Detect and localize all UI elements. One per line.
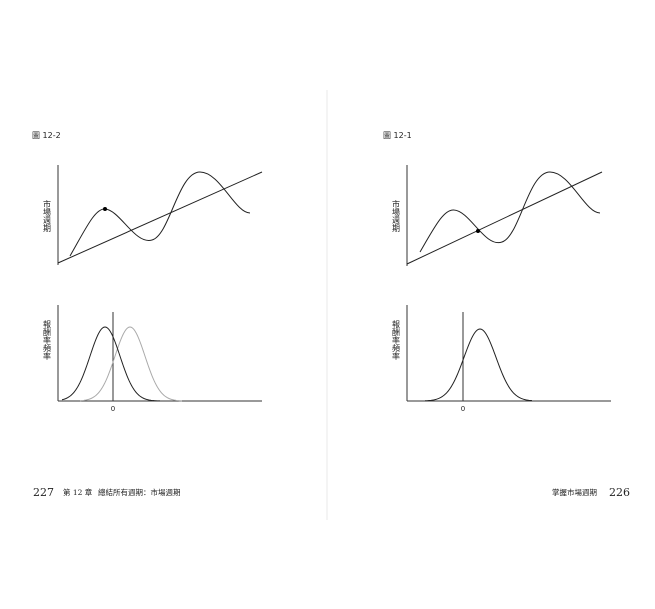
cycle-curve (69, 171, 251, 257)
page-number: 227 (33, 486, 54, 499)
page-number: 226 (609, 486, 630, 499)
running-head: 掌握市場週期 (552, 487, 597, 497)
chapter-title: 總結所有週期：市場週期 (98, 487, 181, 497)
bell-curve (61, 326, 161, 402)
axis-label: 報酬率頻率 (392, 320, 401, 361)
zero-label: 0 (111, 405, 115, 413)
trend-line (57, 171, 263, 264)
figure-label: 圖 12-1 (383, 131, 412, 140)
chapter: 第 12 章 (63, 487, 93, 497)
axis-label: 報酬率頻率 (43, 320, 52, 361)
figure-label: 圖 12-2 (32, 131, 61, 140)
axis-label: 市場週期 (43, 199, 52, 233)
zero-label: 0 (461, 405, 465, 413)
axis-label: 市場週期 (392, 199, 401, 233)
cycle-curve (419, 171, 601, 253)
point (103, 207, 107, 211)
bell-curve (424, 328, 533, 402)
bell-curve (79, 326, 183, 402)
point (476, 229, 480, 233)
trend-line (406, 171, 603, 265)
